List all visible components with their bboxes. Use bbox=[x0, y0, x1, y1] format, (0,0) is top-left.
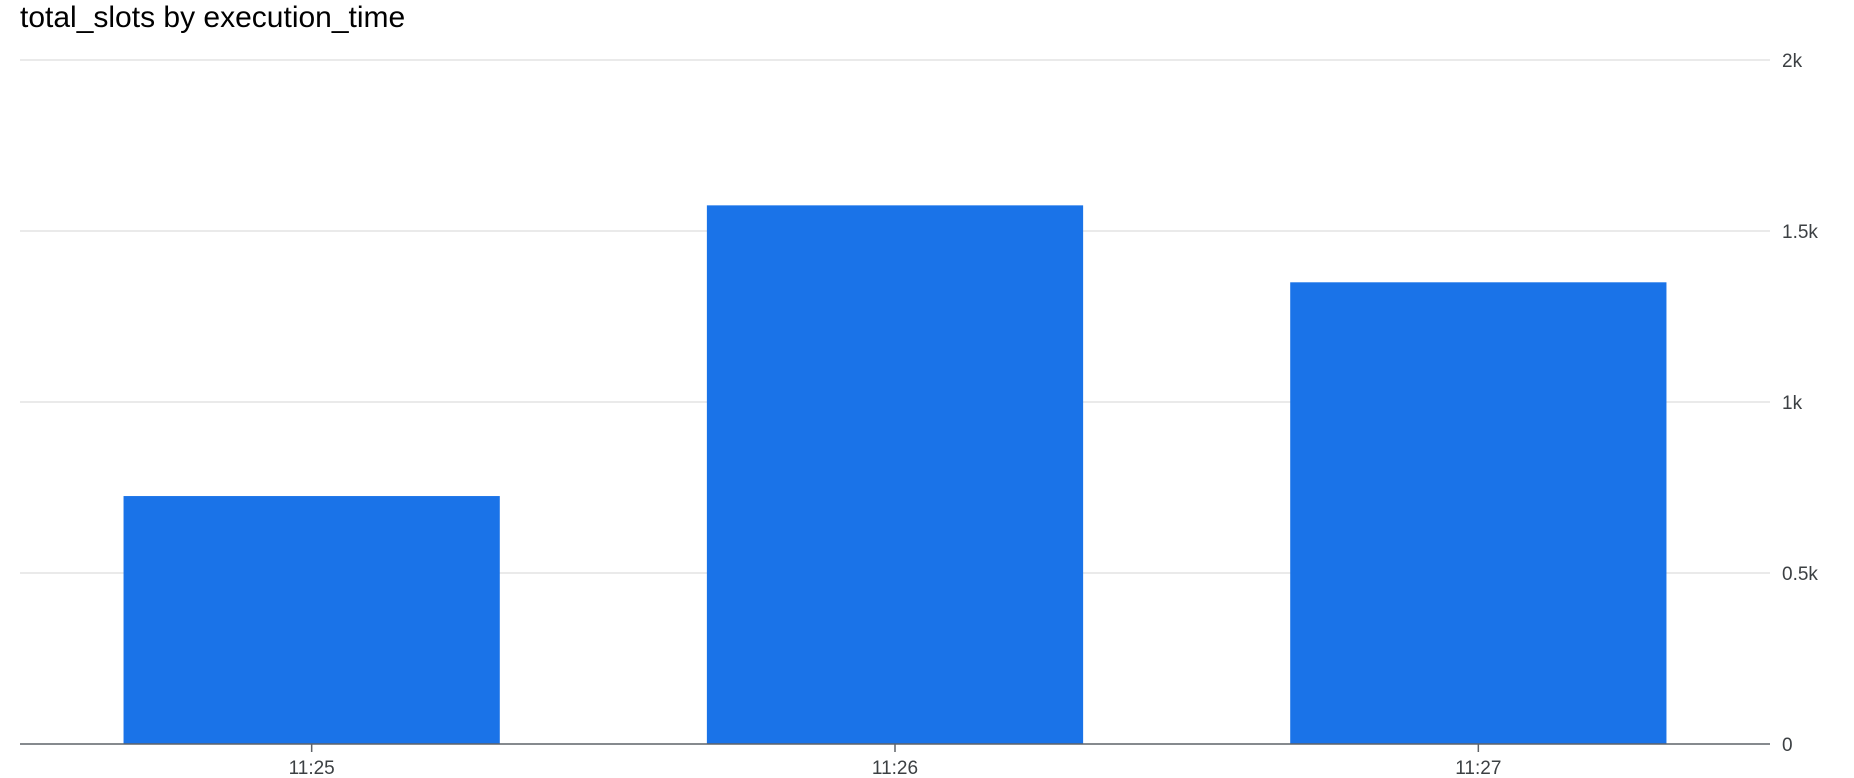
bars bbox=[123, 205, 1667, 745]
y-tick-label: 0 bbox=[1782, 735, 1793, 756]
x-tick-label: 11:25 bbox=[289, 758, 335, 778]
y-tick-label: 0.5k bbox=[1782, 564, 1818, 585]
bar[interactable] bbox=[706, 205, 1084, 745]
bar[interactable] bbox=[1290, 282, 1667, 744]
y-axis: 0 0.5k 1k 1.5k 2k bbox=[1782, 51, 1818, 756]
chart-title: total_slots by execution_time bbox=[20, 1, 406, 34]
x-tick-label: 11:27 bbox=[1455, 758, 1501, 778]
y-tick-label: 1.5k bbox=[1782, 222, 1818, 243]
x-axis: 11:25 11:26 11:27 bbox=[20, 743, 1770, 778]
y-tick-label: 1k bbox=[1782, 393, 1803, 414]
x-tick-label: 11:26 bbox=[872, 758, 918, 778]
bar[interactable] bbox=[123, 496, 500, 744]
y-tick-label: 2k bbox=[1782, 51, 1803, 72]
